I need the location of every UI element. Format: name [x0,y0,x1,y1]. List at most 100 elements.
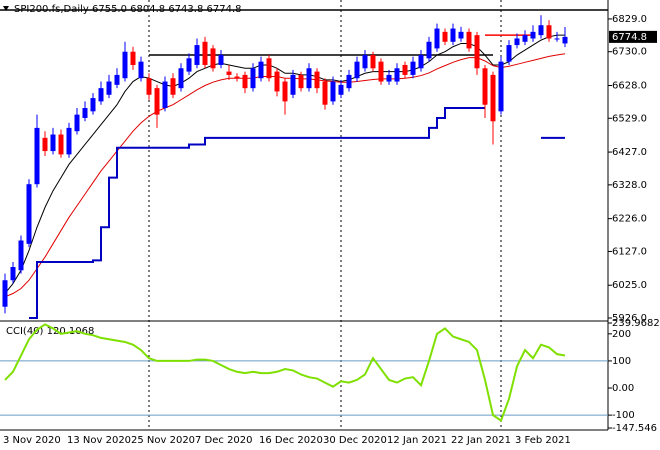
candle-body [546,25,552,39]
x-tick-label: 22 Jan 2021 [451,435,511,446]
candle-body [114,74,120,85]
candle-body [162,81,168,109]
candle-body [298,74,304,89]
candle-body [122,51,128,79]
x-tick-label: 3 Feb 2021 [515,435,571,446]
candle-body [466,31,472,49]
y-tick-label: 5926.0 [612,313,647,324]
candle-body [226,71,232,75]
candle-body [138,61,144,79]
candle-body [26,184,32,244]
candle-body [218,55,224,65]
candle-body [354,61,360,79]
indicator-line [29,107,565,319]
candle-body [2,280,8,307]
candle-body [98,88,104,102]
cci-line [4,323,566,423]
candle-body [378,61,384,82]
candle-body [154,88,160,115]
candle-body [242,74,248,89]
candle-body [178,68,184,89]
candle-body [82,108,88,118]
candle-body [66,127,72,155]
candle-body [474,35,480,69]
x-tick-label: 30 Dec 2020 [323,435,387,446]
y-tick-label: 6829.0 [612,14,647,25]
candle-body [18,240,24,271]
candle-body [386,74,392,82]
candle-body [282,81,288,102]
candle-body [498,61,504,112]
y-tick-label: 6127.0 [612,246,647,257]
last-price-box [609,30,657,43]
candle-body [106,81,112,95]
candle-body [514,38,520,46]
candle-body [186,58,192,72]
x-tick-label: 13 Nov 2020 [67,435,131,446]
candle-body [258,61,264,79]
candle-body [490,74,496,122]
candle-body [402,64,408,75]
candle-body [338,84,344,95]
candle-body [442,31,448,42]
y-tick-label: 6328.0 [612,180,647,191]
candle-body [290,74,296,95]
candle-body [266,58,272,79]
y-tick-label: 200 [612,329,631,340]
candle-body [530,31,536,39]
y-tick-label: 100 [612,356,631,367]
candle-body [426,41,432,59]
candle-body [370,55,376,69]
x-tick-label: 16 Dec 2020 [259,435,323,446]
y-tick-label: 6529.0 [612,113,647,124]
candle-body [346,74,352,89]
candle-body [250,68,256,89]
candle-body [450,28,456,42]
y-tick-label: 6427.0 [612,147,647,158]
candle-body [210,48,216,69]
candle-body [194,45,200,65]
title-icon [3,6,9,11]
candle-body [506,45,512,62]
y-tick-label: -100 [612,410,635,421]
candle-body [482,68,488,105]
candle-body [410,61,416,75]
y-tick-label: 6226.0 [612,214,647,225]
candle-body [554,38,560,40]
x-tick-label: 12 Jan 2021 [387,435,447,446]
y-tick-label: 6025.0 [612,280,647,291]
y-tick-label: 0.00 [612,383,634,394]
x-tick-label: 25 Nov 2020 [131,435,195,446]
candle-body [562,36,568,44]
candle-body [362,55,368,69]
x-tick-label: 7 Dec 2020 [195,435,253,446]
candle-body [34,127,40,185]
candle-body [330,81,336,102]
last-price-label: 6774.8 [612,32,647,43]
candle-body [10,266,16,281]
y-tick-label: -147.546 [612,423,657,434]
candle-body [306,68,312,89]
candle-body [90,98,96,112]
candle-body [538,25,544,36]
candle-body [170,78,176,95]
candle-body [42,137,48,152]
candle-body [322,81,328,105]
candle-body [50,134,56,152]
indicator-line [4,34,565,294]
candle-body [74,114,80,132]
candle-body [130,51,136,65]
candle-body [434,28,440,49]
candle-body [458,31,464,39]
y-tick-label: 239.9682 [612,318,660,329]
candle-body [58,134,64,155]
x-tick-label: 3 Nov 2020 [3,435,61,446]
candle-body [202,41,208,65]
candle-body [314,71,320,89]
candle-body [146,78,152,95]
y-tick-label: 6730.0 [612,47,647,58]
y-tick-label: 6628.0 [612,81,647,92]
